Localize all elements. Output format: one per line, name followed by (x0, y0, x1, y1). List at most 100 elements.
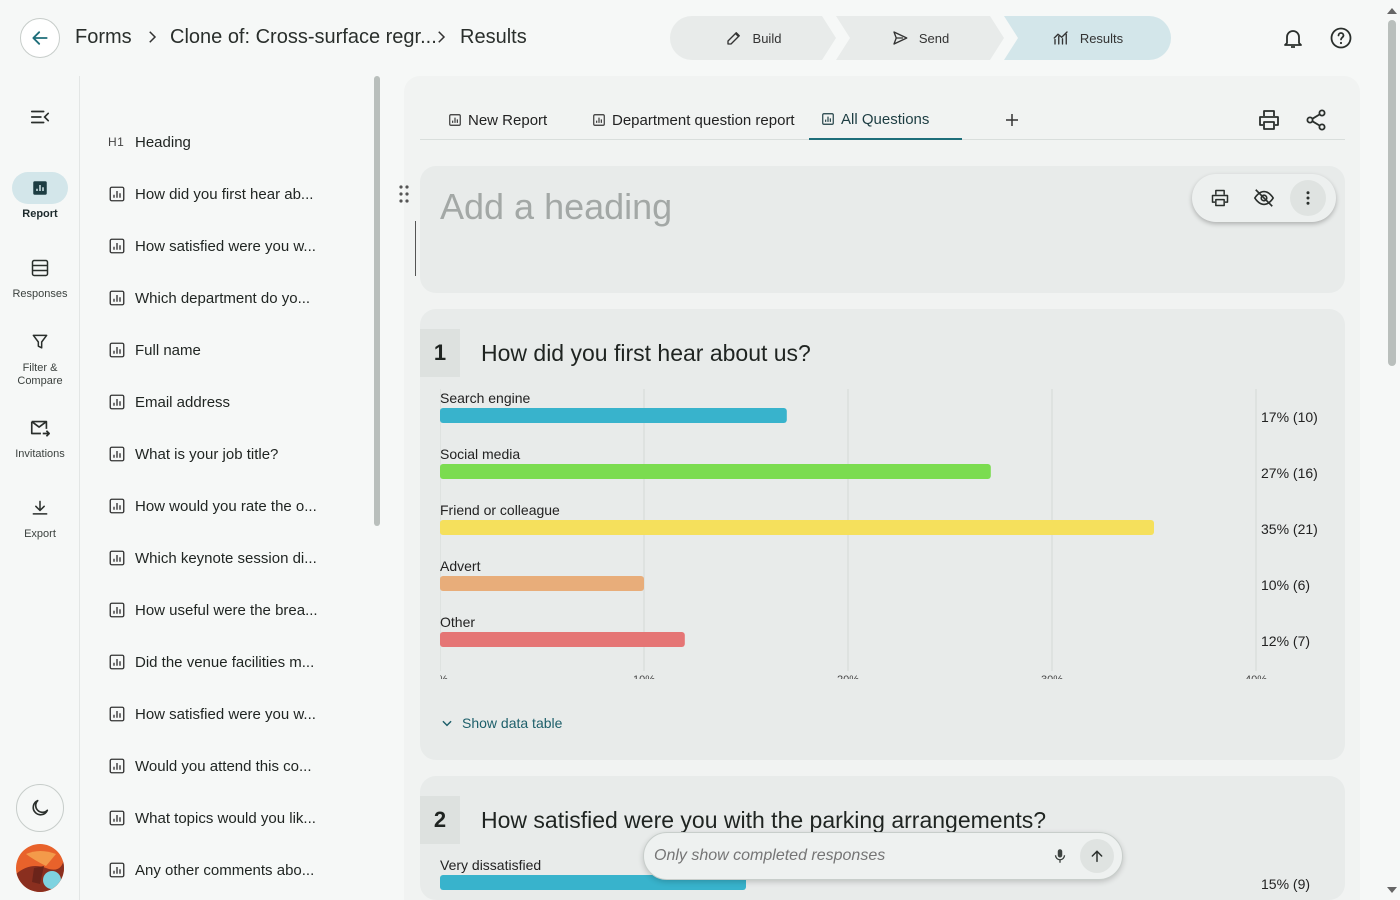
list-item-heading[interactable]: H1 Heading (108, 130, 191, 154)
back-button[interactable] (20, 18, 60, 58)
filter-bar (643, 832, 1123, 880)
theme-toggle-button[interactable] (16, 784, 64, 832)
list-item-question[interactable]: How satisfied were you w... (108, 702, 316, 726)
heading-tag: H1 (108, 135, 125, 149)
filter-icon (32, 334, 48, 349)
list-item-label: Did the venue facilities m... (135, 653, 315, 671)
tab-all-questions[interactable]: All Questions (809, 100, 962, 140)
print-card-button[interactable] (1202, 180, 1238, 216)
add-tab-button[interactable] (1000, 108, 1024, 132)
list-item-label: Would you attend this co... (135, 757, 312, 775)
list-item-label: Which keynote session di... (135, 549, 317, 567)
step-build[interactable]: Build (670, 16, 836, 60)
scroll-down-arrow-icon[interactable] (1386, 885, 1398, 895)
bar-chart-icon (109, 862, 125, 878)
rail-item-export[interactable]: Export (0, 492, 80, 540)
category-label: Social media (440, 446, 520, 462)
print-icon (1211, 189, 1229, 207)
x-tick-label: 10% (633, 674, 655, 679)
category-label: Advert (440, 558, 481, 574)
bell-icon[interactable] (1281, 26, 1305, 50)
analytics-icon (1053, 31, 1068, 45)
chevron-right-icon (149, 31, 157, 43)
list-scrollbar[interactable] (374, 76, 380, 526)
scroll-up-arrow-icon[interactable] (1386, 6, 1398, 16)
list-item-question[interactable]: Email address (108, 390, 230, 414)
submit-filter-button[interactable] (1080, 839, 1114, 873)
list-item-question[interactable]: Full name (108, 338, 201, 362)
bar-chart-icon (109, 706, 125, 722)
bar (440, 576, 644, 591)
bar-chart-icon (109, 290, 125, 306)
list-item-question[interactable]: Which department do yo... (108, 286, 310, 310)
list-item-question[interactable]: How useful were the brea... (108, 598, 318, 622)
arrow-left-icon (32, 31, 48, 45)
table-icon (31, 259, 49, 277)
share-icon[interactable] (1304, 108, 1328, 132)
x-tick-label: 30% (1041, 674, 1063, 679)
top-bar: Forms Clone of: Cross-surface regr... Re… (0, 0, 1400, 76)
rail-item-report[interactable]: Report (0, 172, 80, 220)
help-icon[interactable] (1329, 26, 1353, 50)
page-scrollbar[interactable] (1388, 20, 1396, 366)
breadcrumb-form-name[interactable]: Clone of: Cross-surface regr... (170, 26, 437, 48)
list-item-question[interactable]: Any other comments abo... (108, 858, 314, 882)
heading-placeholder[interactable]: Add a heading (440, 186, 673, 227)
hide-card-button[interactable] (1246, 180, 1282, 216)
list-item-question[interactable]: Did the venue facilities m... (108, 650, 314, 674)
list-item-label: What topics would you lik... (135, 809, 316, 827)
step-results[interactable]: Results (1004, 16, 1171, 60)
collapse-menu-icon[interactable] (29, 106, 51, 128)
bar-chart-icon (109, 810, 125, 826)
print-icon[interactable] (1257, 108, 1281, 132)
list-item-question[interactable]: How satisfied were you w... (108, 234, 316, 258)
x-tick-label: 20% (837, 674, 859, 679)
more-vertical-icon (1306, 191, 1310, 205)
list-item-question[interactable]: What is your job title? (108, 442, 278, 466)
report-panel: New Report Department question report Al… (399, 76, 1360, 900)
list-item-question[interactable]: Which keynote session di... (108, 546, 317, 570)
show-data-table-button[interactable]: Show data table (440, 715, 562, 731)
bar-chart-icon (109, 186, 125, 202)
tab-department-question-report[interactable]: Department question report (580, 100, 807, 140)
list-item-question[interactable]: Would you attend this co... (108, 754, 312, 778)
step-build-label: Build (752, 30, 782, 46)
list-item-question[interactable]: How did you first hear ab... (108, 182, 313, 206)
mail-forward-icon (30, 420, 50, 437)
list-item-label: Which department do yo... (135, 289, 311, 307)
rail-item-label: Responses (12, 288, 68, 300)
rail-item-label: Export (24, 528, 56, 540)
moon-icon (32, 799, 49, 816)
x-tick-label: 0% (440, 674, 448, 679)
send-icon (893, 31, 908, 45)
bar (440, 464, 991, 479)
rail-item-filter[interactable]: Filter & Compare (0, 326, 80, 388)
list-item-label: How useful were the brea... (135, 601, 318, 619)
bar-chart-icon (33, 181, 47, 195)
tab-new-report[interactable]: New Report (436, 100, 559, 140)
drag-handle-icon[interactable] (398, 184, 410, 204)
list-item-label: Email address (135, 393, 231, 411)
list-item-question[interactable]: How would you rate the o... (108, 494, 317, 518)
voice-input-button[interactable] (1048, 844, 1072, 868)
text-cursor (415, 221, 416, 276)
step-send[interactable]: Send (836, 16, 1004, 60)
heading-card[interactable]: Add a heading (420, 166, 1345, 293)
tab-label: New Report (468, 111, 548, 129)
avatar[interactable] (16, 844, 64, 892)
filter-input[interactable] (654, 847, 1034, 865)
card-toolbar (1192, 174, 1336, 222)
more-options-button[interactable] (1290, 180, 1326, 216)
list-item-question[interactable]: What topics would you lik... (108, 806, 316, 830)
bar-chart-icon (822, 113, 834, 125)
bar-chart-icon (109, 602, 125, 618)
step-results-label: Results (1079, 30, 1124, 46)
x-tick-label: 40% (1245, 674, 1267, 679)
workflow-steps: Build Send Results (670, 16, 1171, 60)
rail-item-invitations[interactable]: Invitations (0, 412, 80, 460)
microphone-icon (1054, 849, 1066, 863)
rail-item-responses[interactable]: Responses (0, 252, 80, 300)
breadcrumb-forms[interactable]: Forms (75, 26, 132, 48)
download-icon (32, 500, 48, 515)
plus-icon (1006, 114, 1018, 126)
